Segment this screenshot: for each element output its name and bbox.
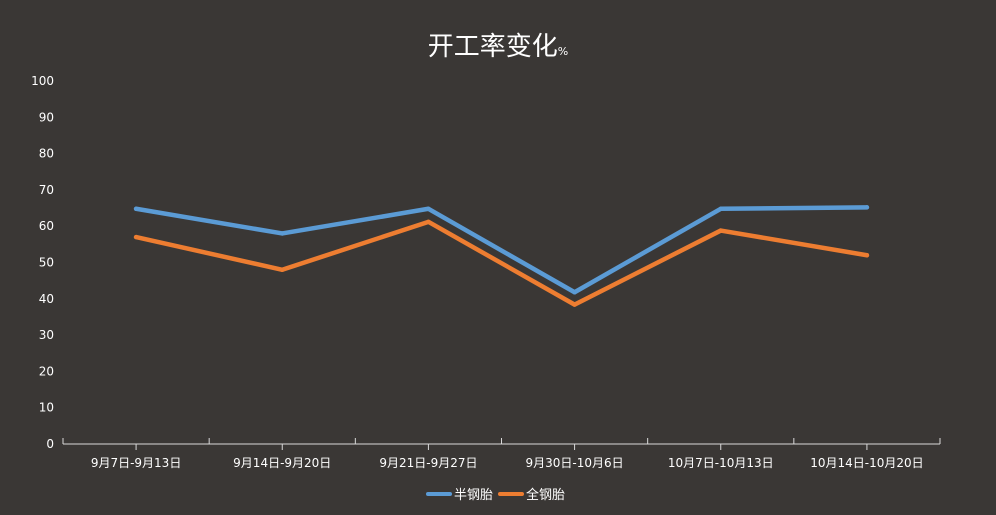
x-tick-label: 10月7日-10月13日 bbox=[668, 456, 774, 470]
x-tick-label: 9月30日-10月6日 bbox=[526, 456, 624, 470]
chart-title-unit: % bbox=[558, 45, 568, 58]
y-axis-ticks: 0 10 20 30 40 50 60 70 80 90 100 bbox=[31, 74, 54, 451]
series-line-1 bbox=[133, 205, 870, 295]
y-tick-label: 20 bbox=[39, 364, 54, 378]
data-point bbox=[864, 205, 870, 210]
data-point bbox=[718, 228, 723, 233]
x-tick-label: 9月21日-9月27日 bbox=[379, 456, 477, 470]
x-tick-label: 9月14日-9月20日 bbox=[233, 456, 331, 470]
data-point bbox=[133, 206, 139, 211]
series-line-2 bbox=[133, 219, 870, 307]
data-point bbox=[280, 267, 285, 272]
y-tick-label: 30 bbox=[39, 328, 54, 342]
data-point bbox=[864, 253, 870, 258]
y-tick-label: 70 bbox=[39, 183, 54, 197]
y-tick-label: 40 bbox=[39, 292, 54, 306]
data-point bbox=[133, 234, 139, 240]
legend-label: 全钢胎 bbox=[526, 487, 565, 503]
chart-title: 开工率变化% bbox=[428, 32, 568, 62]
data-point bbox=[426, 219, 431, 225]
data-point bbox=[718, 206, 723, 211]
y-tick-label: 60 bbox=[39, 219, 54, 233]
x-axis-ticks bbox=[62, 438, 941, 450]
chart-title-text: 开工率变化 bbox=[428, 32, 558, 62]
x-tick-label: 10月14日-10月20日 bbox=[810, 456, 923, 470]
data-point bbox=[280, 231, 285, 236]
y-tick-label: 0 bbox=[46, 437, 54, 451]
y-tick-label: 100 bbox=[31, 74, 54, 88]
legend: 半钢胎 全钢胎 bbox=[426, 487, 565, 503]
x-tick-label: 9月7日-9月13日 bbox=[91, 456, 182, 470]
data-point bbox=[572, 302, 577, 307]
data-point bbox=[572, 290, 577, 295]
y-tick-label: 90 bbox=[39, 110, 54, 124]
x-axis-labels: 9月7日-9月13日 9月14日-9月20日 9月21日-9月27日 9月30日-10… bbox=[91, 456, 924, 470]
series-group bbox=[133, 205, 870, 307]
y-tick-label: 50 bbox=[39, 256, 54, 270]
y-tick-label: 80 bbox=[39, 147, 54, 161]
data-point bbox=[426, 206, 431, 211]
legend-label: 半钢胎 bbox=[454, 488, 493, 503]
y-tick-label: 10 bbox=[39, 401, 54, 415]
